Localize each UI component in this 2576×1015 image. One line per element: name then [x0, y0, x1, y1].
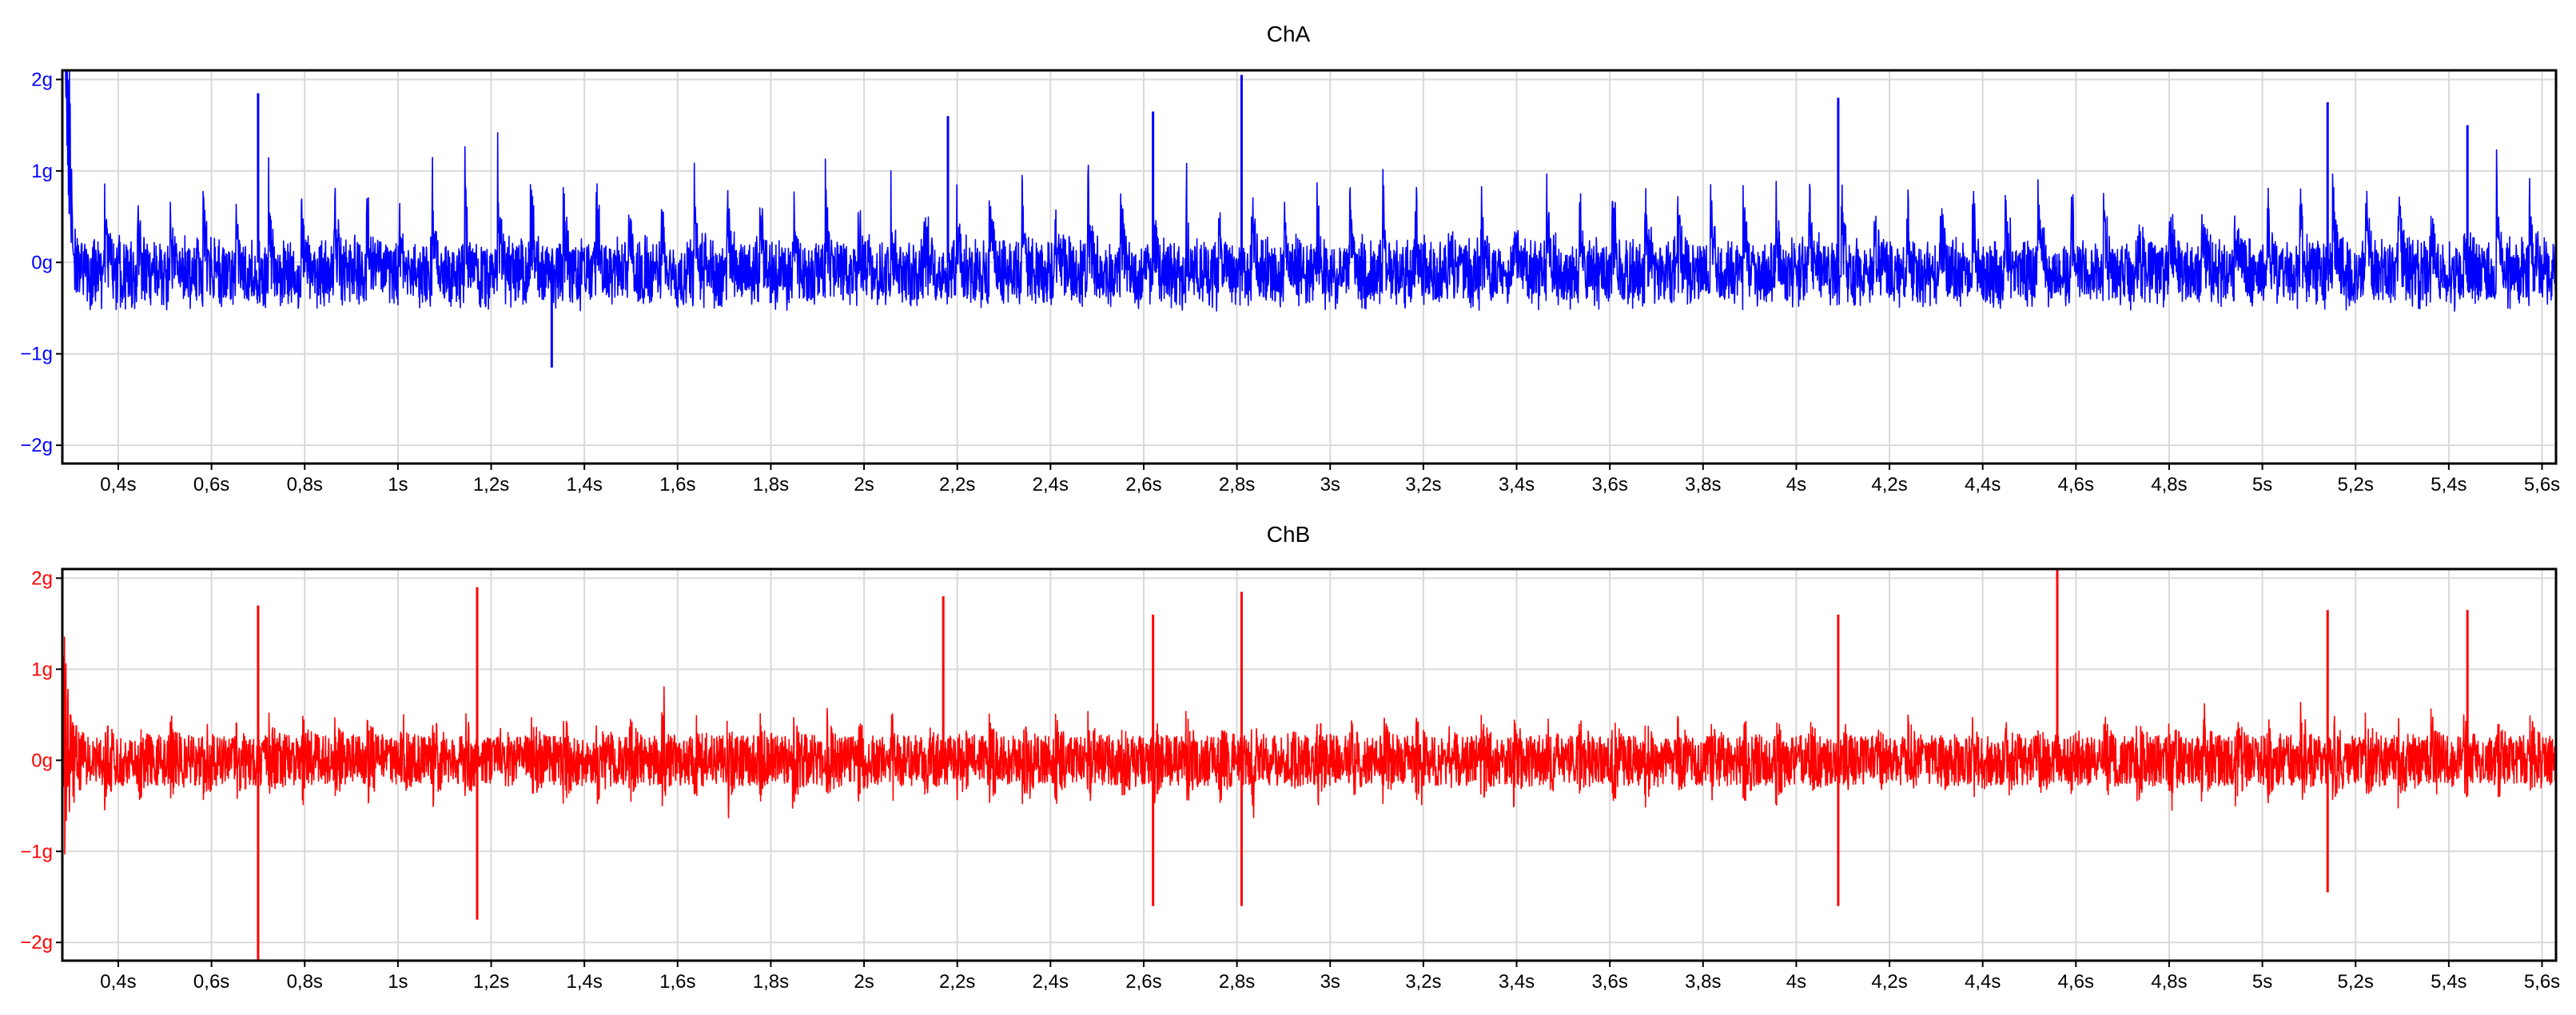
x-tick-label: 5,6s [2524, 474, 2560, 496]
x-tick-label: 4,6s [2058, 971, 2094, 993]
x-tick-label: 1,4s [566, 971, 602, 993]
x-tick-label: 0,4s [100, 474, 136, 496]
chart-title: ChA [1267, 22, 1311, 46]
x-tick-label: 1,6s [659, 971, 695, 993]
y-tick-label: −1g [20, 841, 53, 862]
x-tick-label: 3s [1320, 474, 1340, 496]
x-tick-label: 5s [2252, 474, 2272, 496]
x-tick-label: 3s [1320, 971, 1340, 993]
x-tick-label: 4,6s [2058, 474, 2094, 496]
x-tick-label: 5,2s [2338, 971, 2374, 993]
plot-frame [61, 567, 2558, 962]
x-tick-label: 0,6s [193, 971, 229, 993]
x-tick-label: 2,6s [1125, 971, 1161, 993]
x-tick-label: 1,4s [566, 474, 602, 496]
x-tick-label: 4,8s [2151, 474, 2187, 496]
x-tick-label: 4s [1786, 971, 1806, 993]
x-tick-label: 3,4s [1499, 971, 1535, 993]
x-tick-label: 3,6s [1591, 474, 1627, 496]
x-tick-label: 4,8s [2151, 971, 2187, 993]
x-tick-label: 3,2s [1405, 474, 1441, 496]
x-tick-label: 2,4s [1033, 971, 1069, 993]
chart-panel-cha: ChA 2g 1g 0g −1g −2g 0,4s 0,6s 0,8s 1s 1,2s 1,4s 1… [20, 22, 2560, 496]
chart-panel-chb: ChB 2g 1g 0g −1g −2g 0,4s 0,6s 0,8s 1s 1,2s 1,4s 1… [20, 522, 2560, 993]
x-tick-label: 5,4s [2431, 971, 2467, 993]
signal-peaks [257, 74, 2469, 368]
x-tick-label: 2,8s [1219, 474, 1255, 496]
signal-trace [62, 70, 2557, 312]
x-tick-label: 3,6s [1591, 971, 1627, 993]
x-tick-label: 5,4s [2431, 474, 2467, 496]
x-axis-ticks: 0,4s 0,6s 0,8s 1s 1,2s 1,4s 1,6s 1,8s 2s 2,2s 2,4s… [100, 961, 2560, 993]
y-tick-label: 2g [31, 69, 53, 90]
y-axis-ticks: 2g 1g 0g −1g −2g [20, 69, 62, 456]
x-tick-label: 2,6s [1125, 474, 1161, 496]
x-tick-label: 0,8s [287, 474, 323, 496]
x-tick-label: 4,4s [1965, 474, 2001, 496]
x-tick-label: 0,6s [193, 474, 229, 496]
x-tick-label: 5,2s [2338, 474, 2374, 496]
signal-peaks [257, 569, 2469, 961]
x-axis-ticks: 0,4s 0,6s 0,8s 1s 1,2s 1,4s 1,6s 1,8s 2s 2,2s 2,4s… [100, 464, 2560, 496]
signal-line [62, 70, 2557, 312]
x-tick-label: 1,8s [753, 474, 789, 496]
x-tick-label: 3,8s [1685, 474, 1721, 496]
x-tick-label: 3,4s [1499, 474, 1535, 496]
x-tick-label: 2s [854, 971, 874, 993]
y-tick-label: 1g [31, 659, 53, 680]
x-tick-label: 2,8s [1219, 971, 1255, 993]
y-tick-label: −1g [20, 344, 53, 365]
x-tick-label: 4,4s [1965, 971, 2001, 993]
y-tick-label: −2g [20, 932, 53, 953]
x-tick-label: 1s [388, 971, 408, 993]
x-tick-label: 4,2s [1871, 474, 1907, 496]
plot-frame [61, 69, 2558, 465]
x-tick-label: 1,8s [753, 971, 789, 993]
x-tick-label: 0,8s [287, 971, 323, 993]
x-tick-label: 2s [854, 474, 874, 496]
y-tick-label: 1g [31, 161, 53, 182]
x-tick-label: 4s [1786, 474, 1806, 496]
chart-title: ChB [1267, 522, 1310, 547]
y-tick-label: 0g [31, 252, 53, 273]
x-tick-label: 0,4s [100, 971, 136, 993]
x-tick-label: 2,2s [939, 971, 975, 993]
x-tick-label: 2,4s [1033, 474, 1069, 496]
x-tick-label: 1,2s [473, 971, 509, 993]
x-tick-label: 5s [2252, 971, 2272, 993]
x-tick-label: 3,8s [1685, 971, 1721, 993]
y-tick-label: 2g [31, 567, 53, 589]
x-tick-label: 3,2s [1405, 971, 1441, 993]
x-tick-label: 2,2s [939, 474, 975, 496]
y-tick-label: 0g [31, 750, 53, 771]
y-axis-ticks: 2g 1g 0g −1g −2g [20, 567, 62, 953]
x-tick-label: 1s [388, 474, 408, 496]
x-tick-label: 1,6s [659, 474, 695, 496]
x-tick-label: 5,6s [2524, 971, 2560, 993]
x-tick-label: 4,2s [1871, 971, 1907, 993]
y-tick-label: −2g [20, 435, 53, 456]
x-tick-label: 1,2s [473, 474, 509, 496]
